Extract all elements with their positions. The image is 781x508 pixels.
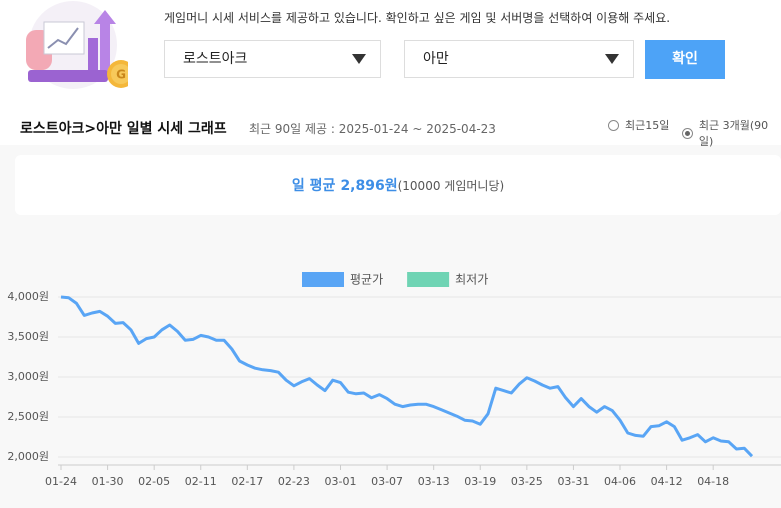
svg-text:G: G [116,68,126,82]
icon: G [26,1,128,89]
legend-label[interactable]: 평균가 [350,273,383,287]
radio-dot [684,130,690,136]
option-label: 최근 3개월(90일) [698,119,769,148]
average-unit: (10000 게임머니당) [397,179,505,193]
x-tick-label: 01-30 [92,475,124,488]
x-tick-label: 03-13 [418,475,450,488]
price-line [60,295,754,458]
period-option[interactable]: 최근 3개월(90일) [682,117,781,149]
x-tick-label: 04-06 [604,475,636,488]
y-tick-label: 2,500원 [7,410,49,423]
average-label: 일 평균 [291,178,336,194]
arrow [352,54,366,64]
option-label: 최근15일 [625,119,670,132]
x-tick-label: 03-31 [557,475,589,488]
section-subtitle: 최근 90일 제공 : 2025-01-24 ~ 2025-04-23 [249,122,496,136]
x-tick-label: 02-05 [138,475,170,488]
confirm-button[interactable]: 확인 [645,40,725,79]
game-value: 로스트아크 [183,51,248,67]
x-tick-label: 04-18 [697,475,729,488]
x-tick-label: 03-07 [371,475,403,488]
x-tick-label: 03-01 [325,475,357,488]
section-title: 로스트아크>아만 일별 시세 그래프 [20,121,227,137]
server-select[interactable]: 아만 [404,40,634,78]
y-tick-label: 3,500원 [7,330,49,343]
x-tick-label: 03-19 [464,475,496,488]
period-option[interactable]: 최근15일 [608,117,669,133]
y-tick-label: 3,000원 [7,370,49,383]
radio [608,119,619,131]
y-tick-label: 4,000원 [7,290,49,303]
radio [682,127,693,139]
server-value: 아만 [423,51,449,67]
x-tick-label: 02-11 [185,475,217,488]
x-tick-label: 03-25 [511,475,543,488]
game-select[interactable]: 로스트아크 [164,40,381,78]
y-tick-label: 2,000원 [7,450,49,463]
average-value: 2,896원 [340,178,398,194]
arrow [605,54,619,64]
legend-label[interactable]: 최저가 [455,273,488,287]
x-tick-label: 02-17 [231,475,263,488]
legend-swatch[interactable] [407,272,450,287]
x-tick-label: 04-12 [651,475,683,488]
x-tick-label: 02-23 [278,475,310,488]
instruction: 게임머니 시세 서비스를 제공하고 있습니다. 확인하고 싶은 게임 및 서버명… [164,11,671,25]
x-tick-label: 01-24 [45,475,77,488]
legend-swatch[interactable] [302,272,344,287]
average-box: 일 평균 2,896원(10000 게임머니당) [15,155,781,215]
